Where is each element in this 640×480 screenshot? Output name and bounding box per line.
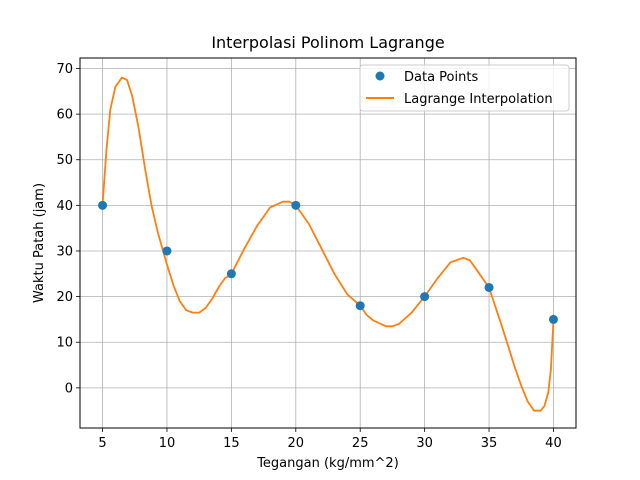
data-point — [548, 314, 558, 324]
y-tick-label: 20 — [56, 290, 73, 305]
data-point — [98, 200, 108, 210]
grid — [80, 58, 576, 428]
plot-frame — [79, 57, 577, 429]
x-tick-label: 35 — [481, 436, 498, 451]
y-tick-label: 10 — [56, 336, 73, 351]
legend: Data Points Lagrange Interpolation — [359, 64, 570, 112]
x-tick-label: 20 — [288, 436, 305, 451]
data-point — [291, 200, 301, 210]
x-tick-label: 15 — [223, 436, 240, 451]
data-point — [355, 301, 365, 311]
chart-title: Interpolasi Polinom Lagrange — [211, 33, 444, 52]
y-tick-label: 60 — [56, 108, 73, 123]
y-axis-label: Waktu Patah (jam) — [32, 183, 47, 303]
data-point — [226, 269, 236, 279]
data-point — [162, 246, 172, 256]
x-axis-label: Tegangan (kg/mm^2) — [256, 456, 399, 471]
data-points-series — [98, 200, 558, 324]
x-tick-label: 5 — [98, 436, 106, 451]
x-tick-label: 25 — [352, 436, 369, 451]
y-tick-label: 30 — [56, 244, 73, 259]
axis-ticks: 5 10 15 20 25 30 35 40 0 10 20 30 40 50 60 70 — [56, 62, 561, 451]
data-point — [420, 292, 430, 302]
lagrange-interpolation-line — [101, 76, 555, 412]
y-tick-label: 50 — [56, 153, 73, 168]
data-point — [484, 282, 494, 292]
y-tick-label: 40 — [56, 199, 73, 214]
legend-label-data-points: Data Points — [404, 70, 478, 85]
legend-marker-data-points — [375, 71, 385, 81]
legend-frame — [359, 64, 570, 112]
x-tick-label: 10 — [159, 436, 176, 451]
y-tick-label: 0 — [65, 381, 73, 396]
y-tick-label: 70 — [56, 62, 73, 77]
legend-label-lagrange: Lagrange Interpolation — [404, 92, 553, 107]
lagrange-interpolation-series — [101, 76, 555, 412]
x-tick-label: 30 — [416, 436, 433, 451]
x-tick-label: 40 — [545, 436, 562, 451]
